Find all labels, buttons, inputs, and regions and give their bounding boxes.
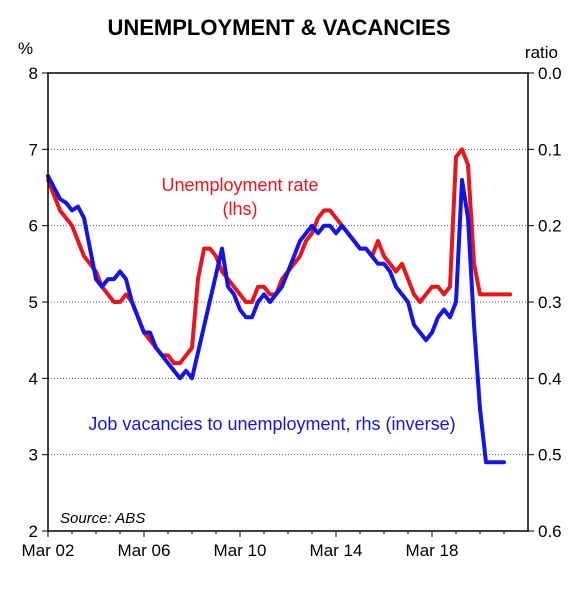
x-tick-label: Mar 10 — [214, 541, 267, 560]
unemployment-rate-line — [46, 147, 512, 366]
right-axis: 0.0 0.1 0.2 0.3 0.4 0.5 0.6 — [528, 64, 562, 541]
left-tick-label: 6 — [29, 217, 38, 236]
left-axis-unit: % — [18, 39, 33, 58]
source-note: Source: ABS — [60, 510, 145, 527]
x-tick-label: Mar 02 — [22, 541, 75, 560]
chart-title: UNEMPLOYMENT & VACANCIES — [107, 15, 450, 40]
right-axis-unit: ratio — [525, 43, 558, 62]
right-tick-label: 0.3 — [538, 293, 562, 312]
left-axis: 8 7 6 5 4 3 2 — [29, 64, 48, 541]
right-tick-label: 0.5 — [538, 446, 562, 465]
x-axis: Mar 02 Mar 06 Mar 10 Mar 14 Mar 18 — [22, 531, 505, 560]
left-tick-label: 7 — [29, 140, 38, 159]
x-tick-label: Mar 06 — [118, 541, 171, 560]
right-tick-label: 0.6 — [538, 522, 562, 541]
right-tick-label: 0.2 — [538, 217, 562, 236]
series-label-unemployment-line2: (lhs) — [223, 199, 258, 219]
right-tick-label: 0.1 — [538, 140, 562, 159]
grid-lines — [48, 148, 528, 456]
x-tick-label: Mar 18 — [406, 541, 459, 560]
job-vacancies-ratio-line — [46, 174, 506, 465]
series-label-vacancies: Job vacancies to unemployment, rhs (inve… — [88, 414, 455, 434]
left-tick-label: 3 — [29, 446, 38, 465]
series-layer — [46, 147, 512, 465]
left-tick-label: 5 — [29, 293, 38, 312]
x-tick-label: Mar 14 — [310, 541, 363, 560]
series-label-unemployment-line1: Unemployment rate — [161, 175, 318, 195]
right-tick-label: 0.0 — [538, 64, 562, 83]
right-tick-label: 0.4 — [538, 369, 562, 388]
left-tick-label: 8 — [29, 64, 38, 83]
left-tick-label: 2 — [29, 522, 38, 541]
left-tick-label: 4 — [29, 369, 38, 388]
